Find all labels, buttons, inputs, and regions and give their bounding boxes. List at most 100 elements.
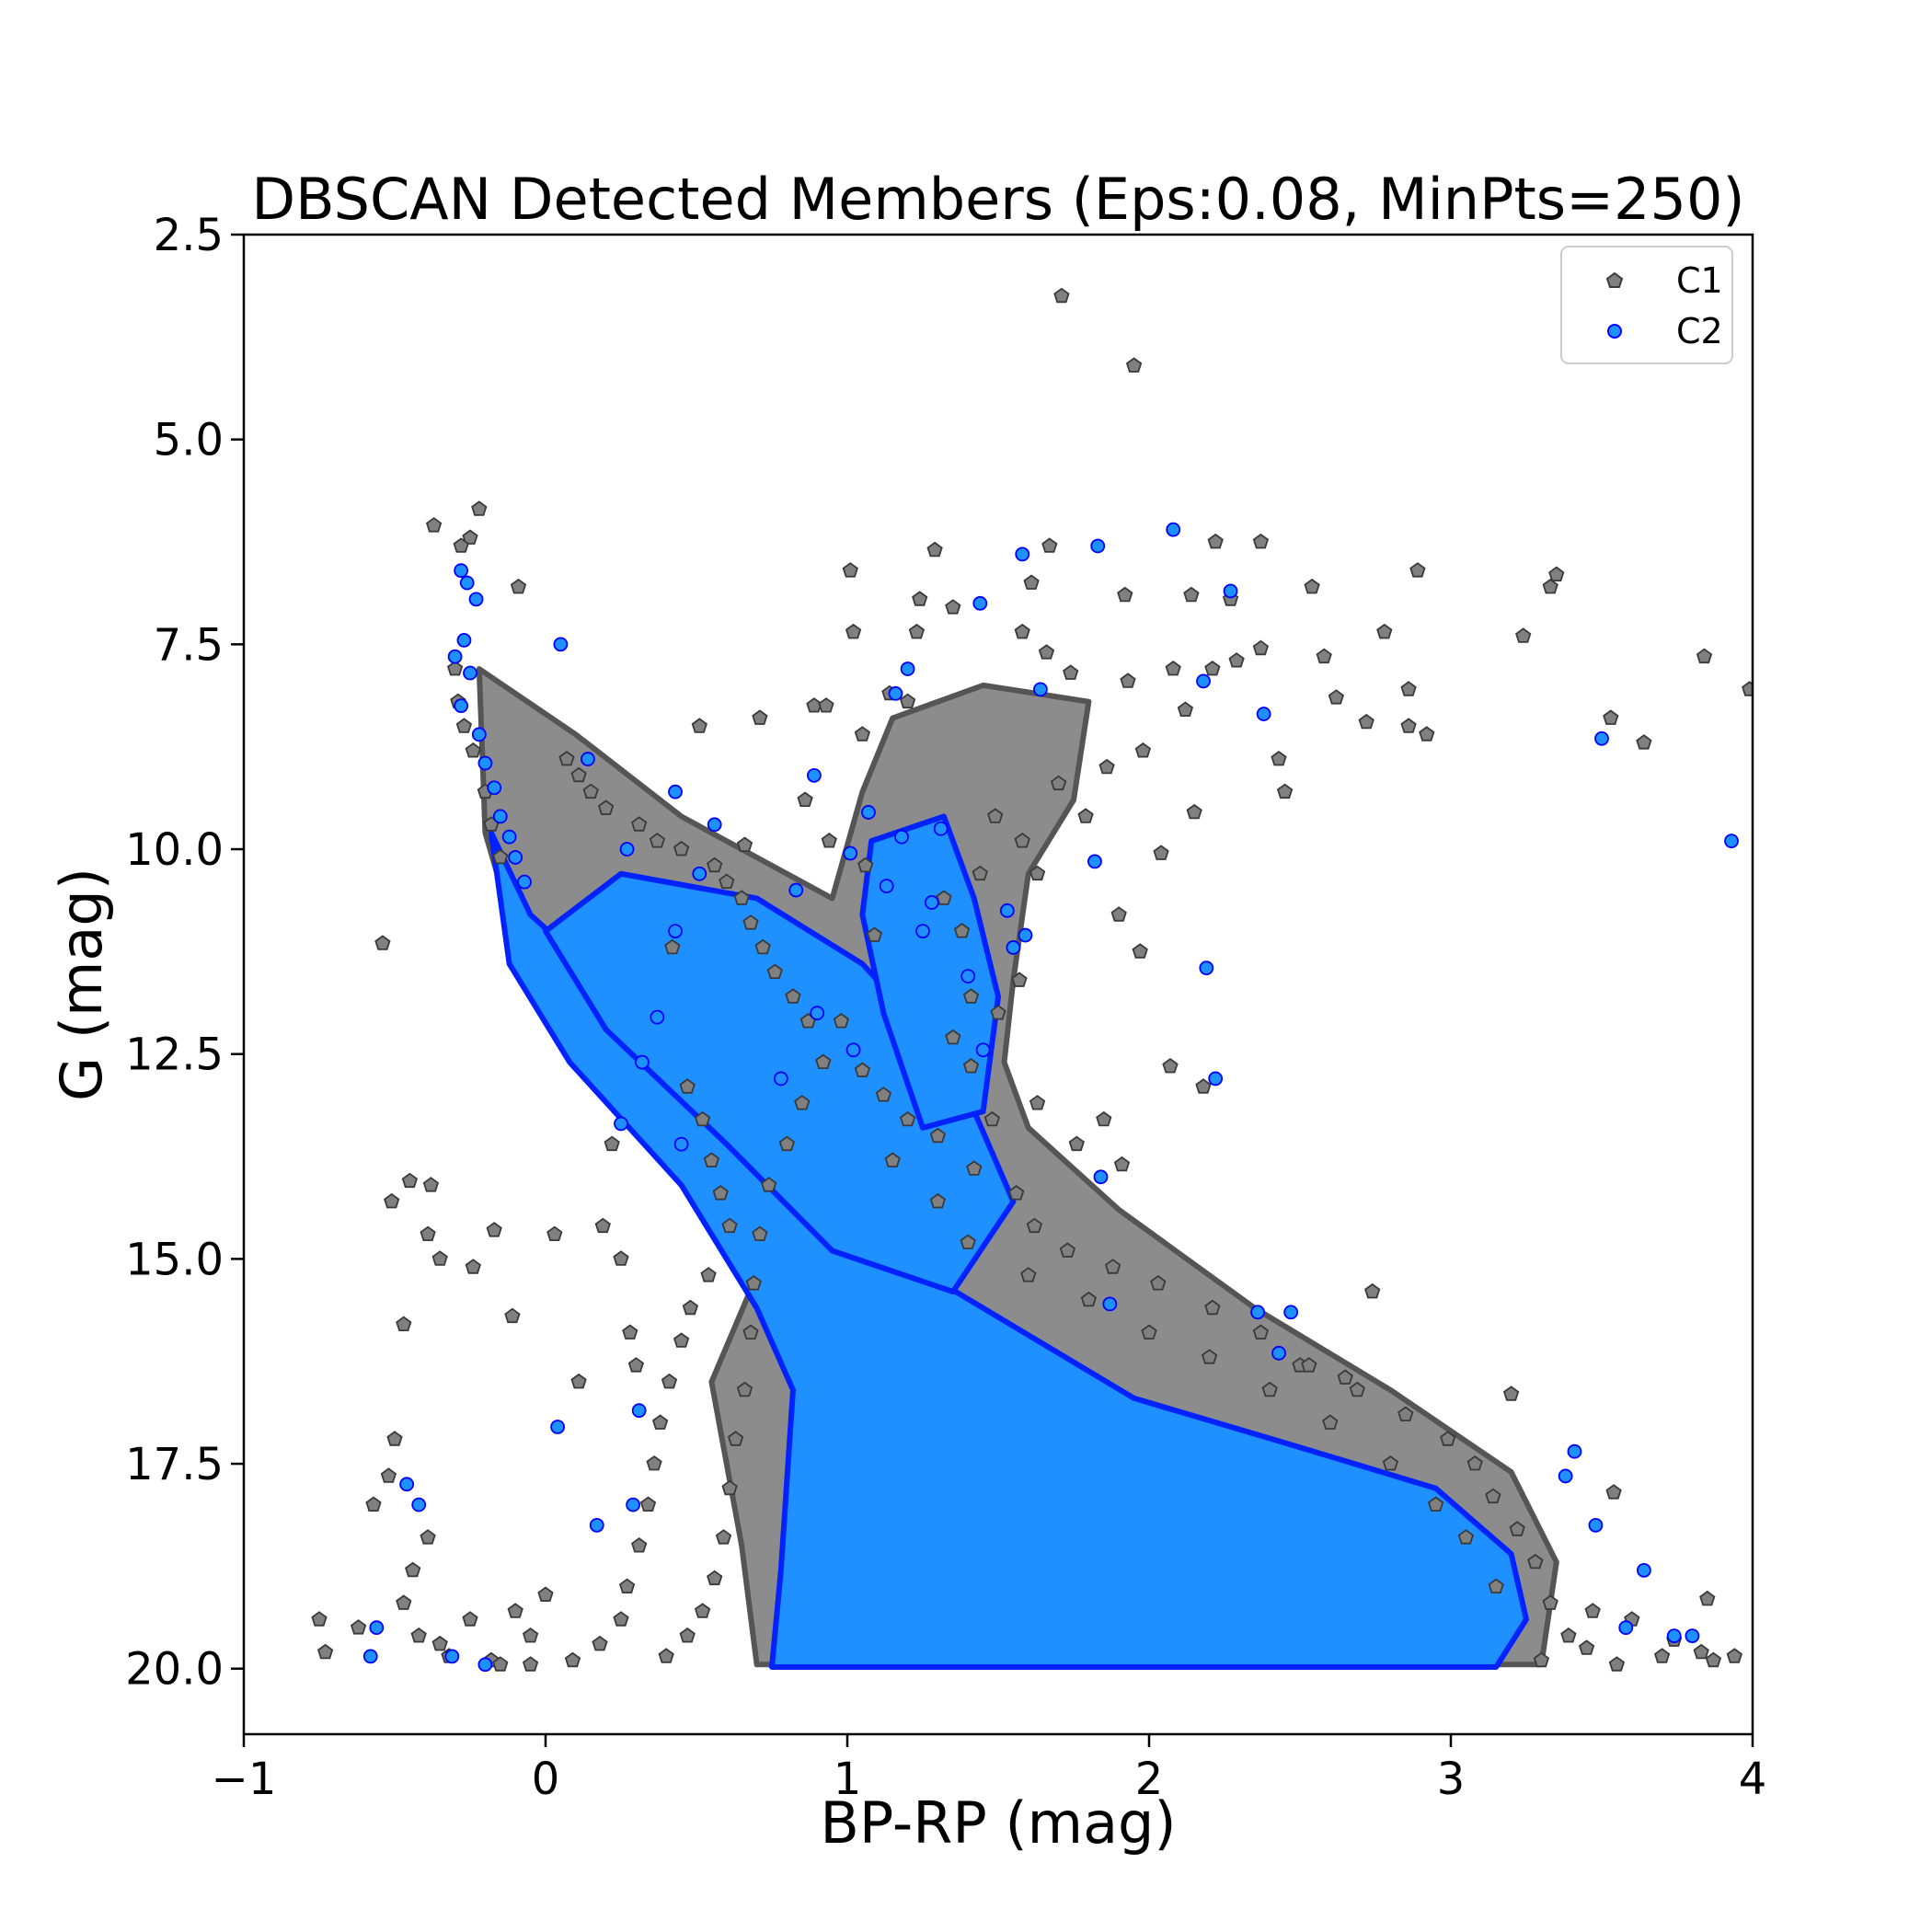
c1-point <box>703 1152 720 1167</box>
c1-point <box>420 1529 436 1545</box>
x-tick-label: 2 <box>1135 1754 1164 1805</box>
c1-point <box>1252 1324 1270 1340</box>
c2-point <box>972 595 988 611</box>
c1-point <box>1337 1369 1353 1385</box>
y-tick-label: 7.5 <box>154 619 224 671</box>
c2-point <box>933 821 949 836</box>
c1-point <box>1400 718 1417 733</box>
c1-point <box>374 935 391 950</box>
c1-point <box>1195 1078 1212 1094</box>
legend-box <box>1560 246 1733 364</box>
c1-point <box>1409 562 1426 578</box>
c1-point <box>1502 1386 1520 1401</box>
c1-point <box>1358 713 1374 730</box>
c2-point <box>1588 1517 1604 1533</box>
c2-point <box>888 685 903 701</box>
c1-point <box>462 1611 478 1627</box>
c1-point <box>960 1234 976 1249</box>
c1-point <box>1029 865 1046 881</box>
c1-point <box>1053 287 1070 304</box>
c1-point <box>522 1656 539 1672</box>
c1-point <box>597 799 615 815</box>
c1-point <box>1041 537 1058 553</box>
c1-point <box>754 938 771 955</box>
c2-point <box>1015 546 1030 562</box>
c1-point <box>405 1561 421 1578</box>
c1-point <box>558 750 575 766</box>
c1-point <box>815 1053 832 1069</box>
c2-point <box>894 829 909 845</box>
c1-point <box>1098 758 1115 775</box>
chart-title: DBSCAN Detected Members (Eps:0.08, MinPt… <box>251 166 1744 233</box>
c2-point <box>975 1042 991 1058</box>
c1-point <box>833 1012 850 1029</box>
c1-point <box>384 1192 400 1209</box>
c1-point <box>410 1627 427 1643</box>
c1-point <box>1578 1639 1595 1655</box>
c1-point <box>1488 1578 1504 1593</box>
c1-point <box>1162 1057 1179 1074</box>
c1-point <box>1104 1259 1121 1274</box>
c2-point <box>1724 834 1739 849</box>
c1-point <box>658 1648 674 1663</box>
c1-point <box>694 1603 711 1618</box>
c1-point <box>854 726 871 742</box>
c2-point <box>631 1403 647 1419</box>
c1-point <box>1742 681 1753 696</box>
series-c1 <box>311 287 1753 1672</box>
c1-point <box>1271 750 1287 766</box>
c1-point <box>899 1110 916 1127</box>
c1-point <box>1011 972 1028 987</box>
c2-point <box>1033 682 1048 697</box>
c1-point <box>1400 681 1417 696</box>
c1-point <box>1542 1594 1558 1610</box>
c1-point <box>1548 566 1565 581</box>
c1-point <box>1008 1184 1025 1201</box>
c2-point <box>1102 1296 1118 1312</box>
c2-point <box>1271 1345 1286 1361</box>
c2-point <box>508 850 523 865</box>
c1-point <box>422 1177 440 1192</box>
c2-point <box>456 633 472 648</box>
c1-point <box>1693 1643 1709 1660</box>
c1-point <box>1020 1267 1037 1282</box>
c2-point <box>454 563 469 579</box>
c1-point <box>1696 648 1713 664</box>
c1-point <box>682 1299 699 1316</box>
c1-point <box>380 1467 397 1483</box>
c1-point <box>742 1324 759 1340</box>
c2-point <box>788 882 804 898</box>
c2-point <box>1666 1628 1682 1644</box>
c1-point <box>1440 1431 1456 1446</box>
c2-point <box>1223 583 1238 599</box>
c1-point <box>1427 1496 1444 1512</box>
c1-point <box>700 1267 717 1282</box>
c1-point <box>679 1627 696 1643</box>
c1-point <box>1059 1242 1076 1258</box>
c1-point <box>736 1381 753 1397</box>
c1-point <box>727 1431 744 1446</box>
c1-point <box>396 1316 412 1331</box>
c2-point <box>517 874 532 890</box>
c2-point <box>550 1420 566 1434</box>
c1-point <box>1029 1095 1046 1110</box>
c1-point <box>510 578 527 594</box>
legend: C1 C2 <box>1560 246 1733 364</box>
c1-point <box>465 1259 481 1274</box>
c1-point <box>1485 1488 1501 1504</box>
c2-point <box>650 1009 665 1025</box>
c2-point <box>477 755 493 771</box>
c1-point <box>1322 1414 1339 1430</box>
c2-point <box>1006 940 1021 955</box>
c1-point <box>492 848 509 865</box>
legend-marker-c2 <box>1607 324 1622 339</box>
c1-point <box>622 1324 638 1340</box>
c2-point <box>477 1657 493 1673</box>
c1-point <box>794 1095 811 1110</box>
c1-point <box>507 1603 523 1618</box>
c1-point <box>1177 701 1194 717</box>
y-tick-label: 2.5 <box>154 210 224 261</box>
c2-point <box>707 817 722 833</box>
c1-point <box>455 718 473 733</box>
c1-point <box>1026 1217 1043 1234</box>
